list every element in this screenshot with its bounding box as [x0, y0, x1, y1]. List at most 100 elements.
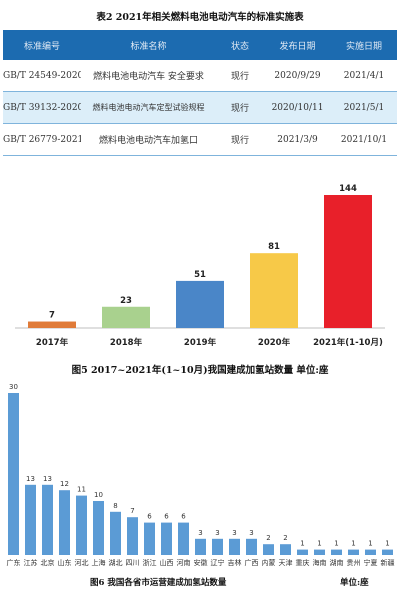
x-tick-label: 河南: [177, 558, 191, 567]
cell-effective-date: 2021/4/1: [331, 60, 397, 92]
bar: [144, 522, 155, 555]
bar-value-label: 3: [232, 529, 236, 537]
header-standard-no: 标准编号: [3, 30, 81, 60]
cell-publish-date: 2020/9/29: [264, 60, 331, 92]
bar: [324, 195, 372, 328]
bar-value-label: 8: [113, 502, 117, 510]
x-tick-label: 内蒙: [262, 558, 276, 567]
bar: [176, 280, 224, 328]
x-tick-label: 安徽: [194, 558, 208, 567]
bar-value-label: 2: [266, 534, 270, 542]
bar-value-label: 30: [9, 383, 18, 391]
cell-effective-date: 2021/5/1: [331, 91, 397, 124]
cell-standard-no: GB/T 24549-2020: [3, 60, 81, 92]
bar-value-label: 3: [249, 529, 253, 537]
bar-value-label: 1: [300, 540, 304, 548]
x-tick-label: 2018年: [110, 337, 143, 348]
bar-value-label: 6: [147, 513, 152, 521]
bar-value-label: 13: [26, 475, 35, 483]
x-tick-label: 河北: [75, 559, 89, 567]
bar-value-label: 2: [283, 534, 287, 542]
cell-effective-date: 2021/10/1: [331, 123, 397, 156]
fig6-unit-label: 单位:座: [340, 578, 369, 588]
hydrogen-station-province-chart: 30广东13江苏13北京12山东11河北10上海8湖北7四川6浙江6山西6河南3…: [7, 383, 395, 567]
table-row: GB/T 24549-2020 燃料电池电动汽车 安全要求 现行 2020/9/…: [3, 60, 397, 92]
bar: [365, 549, 376, 555]
cell-publish-date: 2021/3/9: [264, 123, 331, 156]
x-tick-label: 宁夏: [364, 558, 378, 567]
x-tick-label: 天津: [279, 559, 293, 567]
x-tick-label: 浙江: [143, 558, 157, 567]
bar: [59, 490, 70, 555]
bar-value-label: 12: [60, 480, 69, 488]
bar: [250, 253, 298, 328]
bar-value-label: 51: [194, 270, 206, 280]
header-status: 状态: [216, 30, 264, 60]
x-tick-label: 湖南: [330, 558, 344, 567]
x-tick-label: 江苏: [24, 558, 38, 567]
header-standard-name: 标准名称: [81, 30, 216, 60]
fig5-caption: 图5 2017~2021年(1~10月)我国建成加氢站数量 单位:座: [71, 365, 329, 376]
bar-value-label: 1: [385, 540, 389, 548]
x-tick-label: 四川: [126, 559, 140, 567]
bar: [348, 549, 359, 555]
x-tick-label: 2019年: [184, 337, 217, 348]
x-tick-label: 广东: [7, 558, 21, 567]
bar-value-label: 1: [334, 540, 338, 548]
x-tick-label: 海南: [313, 558, 327, 567]
x-tick-label: 山西: [160, 558, 174, 567]
bar: [229, 538, 240, 555]
cell-standard-no: GB/T 26779-2021: [3, 123, 81, 156]
bar: [331, 549, 342, 555]
x-tick-label: 北京: [41, 558, 55, 567]
bar: [28, 321, 76, 328]
x-tick-label: 山东: [58, 558, 72, 567]
cell-standard-name: 燃料电池电动汽车加氢口: [81, 123, 216, 156]
bar-value-label: 6: [164, 513, 169, 521]
bar: [110, 511, 121, 555]
table-row: GB/T 26779-2021 燃料电池电动汽车加氢口 现行 2021/3/9 …: [3, 123, 397, 156]
hydrogen-station-annual-chart: 7 2017年 23 2018年 51 2019年 81 2020年 144 2021年(1-10…: [15, 184, 385, 348]
bar-value-label: 6: [181, 513, 186, 521]
cell-status: 现行: [216, 91, 264, 124]
cell-status: 现行: [216, 123, 264, 156]
cell-status: 现行: [216, 60, 264, 92]
table-title: 表2 2021年相关燃料电池电动汽车的标准实施表: [96, 12, 304, 23]
bar-value-label: 144: [339, 184, 357, 194]
bar-value-label: 1: [351, 540, 355, 548]
bar-value-label: 7: [49, 311, 55, 321]
bar: [263, 544, 274, 555]
bar: [280, 544, 291, 555]
x-tick-label: 重庆: [296, 558, 310, 567]
x-tick-label: 2021年(1-10月): [313, 337, 383, 348]
fig6-caption: 图6 我国各省市运营建成加氢站数量: [90, 578, 227, 588]
x-tick-label: 广西: [245, 558, 259, 567]
bar: [382, 549, 393, 555]
x-tick-label: 贵州: [347, 558, 361, 567]
bar-value-label: 7: [130, 507, 134, 515]
bar-value-label: 3: [198, 529, 202, 537]
cell-standard-name: 燃料电池电动汽车 安全要求: [81, 60, 216, 92]
bar: [246, 538, 257, 555]
bar: [161, 522, 172, 555]
x-tick-label: 吉林: [228, 558, 242, 567]
bar: [76, 495, 87, 555]
bar: [102, 306, 150, 328]
bar-value-label: 10: [94, 491, 103, 499]
x-tick-label: 新疆: [381, 558, 395, 567]
cell-standard-name: 燃料电池电动汽车定型试验规程: [81, 91, 216, 124]
x-tick-label: 上海: [92, 558, 106, 567]
bar-value-label: 13: [43, 475, 52, 483]
table-header-row: 标准编号 标准名称 状态 发布日期 实施日期: [3, 30, 397, 60]
header-publish-date: 发布日期: [264, 30, 331, 60]
bar: [93, 501, 104, 555]
bar-value-label: 23: [120, 296, 132, 306]
bar-value-label: 81: [268, 242, 280, 252]
bar-value-label: 11: [77, 486, 86, 494]
bar: [25, 484, 36, 555]
bar: [314, 549, 325, 555]
bar-value-label: 3: [215, 529, 219, 537]
bar: [127, 517, 138, 555]
bar-value-label: 1: [368, 540, 372, 548]
cell-standard-no: GB/T 39132-2020: [3, 91, 81, 124]
